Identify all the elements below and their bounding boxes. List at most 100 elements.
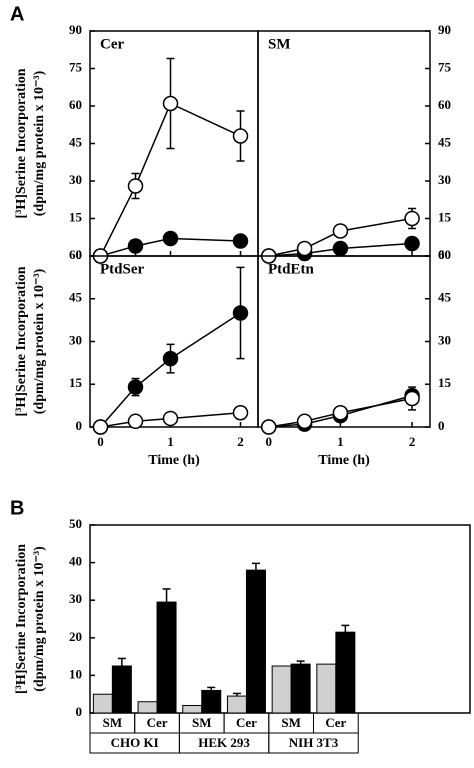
panel-title: SM [268, 36, 291, 52]
data-point [404, 210, 420, 227]
series-line [100, 412, 241, 428]
y-tick-label: 60 [438, 247, 451, 262]
panel-label: A [10, 3, 24, 25]
x-tick-label: 0 [266, 434, 273, 449]
y-tick-label: 60 [69, 247, 82, 262]
data-point [332, 240, 349, 257]
group-label: HEK 293 [198, 735, 250, 750]
bar [156, 601, 177, 714]
bar [335, 631, 356, 714]
data-point [162, 410, 179, 427]
bar [226, 695, 247, 714]
x-tick-label: 1 [167, 434, 174, 449]
y-tick-label: 75 [69, 59, 83, 74]
data-point [127, 413, 144, 430]
bar [137, 701, 158, 714]
series-line [268, 217, 413, 257]
data-point [404, 390, 420, 407]
series-line [268, 397, 413, 428]
data-point [162, 95, 179, 112]
y-tick-label: 0 [76, 247, 83, 262]
y-tick-label: 0 [438, 418, 445, 433]
y-tick-label: 0 [438, 247, 445, 262]
series-line [99, 102, 241, 257]
y-tick-label: 60 [69, 97, 82, 112]
panel-title: PtdEtn [268, 261, 315, 277]
y-tick-label: 30 [69, 172, 82, 187]
x-tick-label: 2 [237, 434, 244, 449]
category-label: SM [281, 715, 301, 730]
category-label: Cer [325, 715, 346, 730]
data-point [127, 238, 144, 254]
data-point [127, 379, 144, 395]
bar [245, 569, 266, 714]
group-cell [268, 732, 359, 754]
y-tick-label: 10 [69, 666, 82, 681]
x-tick-label: 2 [409, 434, 416, 449]
series-line [268, 242, 413, 257]
bar [316, 663, 337, 714]
y-axis-label: [³H]Serine Incorporation [14, 266, 29, 416]
panel-title: Cer [100, 36, 124, 52]
x-tick-label: 1 [337, 434, 344, 449]
plot-frame [89, 255, 259, 428]
y-tick-label: 30 [438, 332, 451, 347]
bar [182, 704, 203, 714]
plot-frame [257, 255, 431, 428]
data-point [296, 413, 313, 430]
y-tick-label: 15 [69, 375, 83, 390]
y-axis-label: (dpm/mg protein x 10⁻³) [32, 268, 47, 414]
data-point [296, 240, 313, 257]
y-axis-label: [³H]Serine Incorporation [14, 544, 29, 694]
y-tick-label: 30 [69, 591, 82, 606]
category-label: SM [103, 715, 123, 730]
series-line [100, 237, 241, 257]
data-point [332, 223, 349, 239]
y-tick-label: 15 [69, 209, 83, 224]
y-tick-label: 60 [438, 97, 451, 112]
bar [111, 665, 132, 714]
category-label: Cer [147, 715, 168, 730]
y-tick-label: 15 [438, 375, 452, 390]
y-tick-label: 40 [69, 554, 82, 569]
y-tick-label: 45 [438, 134, 452, 149]
y-tick-label: 50 [69, 516, 82, 531]
y-tick-label: 20 [69, 629, 82, 644]
data-point [162, 350, 179, 367]
y-tick-label: 45 [69, 290, 83, 305]
x-axis-label: Time (h) [148, 453, 200, 468]
y-tick-label: 0 [76, 418, 83, 433]
y-tick-label: 15 [438, 209, 452, 224]
panel-label: B [10, 497, 24, 519]
group-label: NIH 3T3 [289, 735, 339, 750]
data-point [232, 405, 249, 421]
y-tick-label: 30 [69, 332, 82, 347]
data-point [404, 235, 420, 252]
data-point [92, 419, 109, 435]
plot-frame [257, 30, 431, 257]
y-tick-label: 90 [69, 22, 82, 37]
y-tick-label: 45 [438, 290, 452, 305]
bar [290, 663, 311, 714]
y-tick-label: 90 [438, 22, 451, 37]
y-tick-label: 30 [438, 172, 451, 187]
data-point [127, 178, 144, 194]
y-tick-label: 0 [76, 704, 83, 719]
data-point [332, 405, 349, 421]
panel-title: PtdSer [100, 261, 145, 277]
y-axis-label: (dpm/mg protein x 10⁻³) [32, 546, 47, 692]
bar [271, 665, 292, 714]
y-axis-label: (dpm/mg protein x 10⁻³) [32, 70, 47, 216]
data-point [232, 305, 249, 321]
y-axis-label: [³H]Serine Incorporation [14, 68, 29, 218]
y-tick-label: 45 [69, 134, 83, 149]
data-point [232, 233, 249, 249]
category-label: Cer [236, 715, 257, 730]
x-axis-label: Time (h) [318, 453, 370, 468]
y-tick-label: 75 [438, 59, 452, 74]
group-label: CHO KI [111, 735, 159, 750]
series-line [99, 312, 241, 428]
data-point [162, 230, 179, 247]
data-point [261, 419, 277, 435]
